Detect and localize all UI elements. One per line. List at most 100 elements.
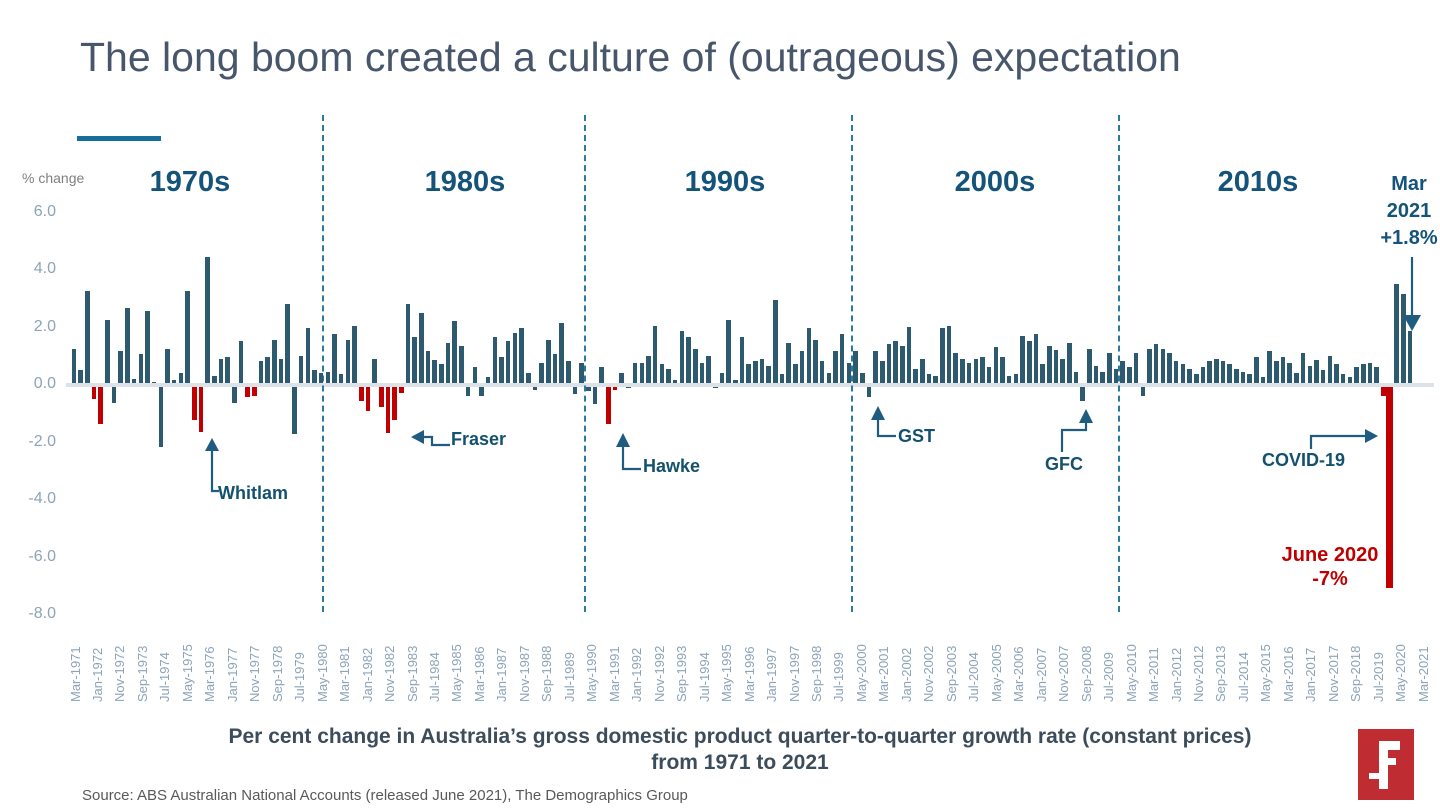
bar xyxy=(759,358,765,383)
bar xyxy=(198,387,204,432)
bar xyxy=(399,387,404,393)
x-axis-label: Sep-1978 xyxy=(269,645,285,702)
x-axis-label: Sep-2018 xyxy=(1348,645,1364,702)
annotation-hawke: Hawke xyxy=(643,456,701,476)
bar xyxy=(1280,357,1286,383)
bar xyxy=(639,362,645,383)
x-axis-label: Sep-1993 xyxy=(674,645,690,702)
bar xyxy=(1087,348,1092,383)
x-axis-label: Jan-1992 xyxy=(629,647,645,702)
bar xyxy=(445,342,451,383)
bar xyxy=(338,374,344,383)
x-axis-label: Jan-1977 xyxy=(224,647,240,702)
annotation-mar2021-month: Mar xyxy=(1391,173,1427,195)
bar xyxy=(1374,367,1379,383)
bar xyxy=(238,341,244,383)
bar xyxy=(1267,351,1272,383)
decade-separator-line xyxy=(322,115,324,612)
bar xyxy=(1213,358,1219,383)
x-axis-label: Nov-1972 xyxy=(112,645,128,702)
y-axis-tick-label: -2.0 xyxy=(28,432,56,450)
bar xyxy=(853,351,858,383)
bar xyxy=(171,380,177,383)
bar xyxy=(1013,374,1019,383)
bar xyxy=(91,387,97,399)
x-axis-label: Jul-2009 xyxy=(1101,652,1117,702)
bar xyxy=(733,380,738,383)
bar xyxy=(499,357,504,383)
bar xyxy=(652,325,658,383)
bar xyxy=(345,339,351,383)
x-axis-label: May-2010 xyxy=(1123,644,1139,702)
bar xyxy=(672,380,678,383)
bar xyxy=(125,308,130,383)
bar xyxy=(773,299,778,383)
decade-label: 2000s xyxy=(954,166,1036,198)
bar xyxy=(973,358,979,383)
bar xyxy=(1167,352,1172,383)
x-axis-label: Mar-1996 xyxy=(741,646,757,702)
bar xyxy=(452,321,458,383)
bar xyxy=(692,348,698,383)
bar xyxy=(419,312,424,383)
bar xyxy=(365,387,371,412)
bar xyxy=(265,357,270,383)
x-axis-label: Mar-1981 xyxy=(337,646,353,702)
bar xyxy=(178,372,184,383)
bar xyxy=(372,358,377,383)
bar xyxy=(1127,367,1132,383)
bar xyxy=(392,387,397,421)
bar xyxy=(1100,371,1105,383)
bar xyxy=(926,374,932,383)
bar xyxy=(1334,364,1339,383)
decade-label: 1990s xyxy=(684,166,766,198)
bar xyxy=(920,358,925,383)
bar xyxy=(1220,361,1226,383)
bar xyxy=(285,303,291,383)
bar xyxy=(753,361,758,383)
bar xyxy=(1120,361,1126,383)
bar xyxy=(739,337,745,383)
decade-label: 2010s xyxy=(1217,166,1299,198)
annotation-covid: COVID-19 xyxy=(1262,450,1346,470)
y-axis-tick-label: 4.0 xyxy=(33,260,56,277)
bar xyxy=(879,361,885,383)
x-axis-label: Mar-1971 xyxy=(67,646,83,702)
x-axis-label: Jul-2004 xyxy=(966,652,982,702)
annotation-june2020-value: -7% xyxy=(1312,568,1348,590)
bar xyxy=(1107,352,1112,383)
decade-label: 1980s xyxy=(424,166,506,198)
bar xyxy=(900,345,905,383)
bar xyxy=(71,348,77,383)
x-axis-label: May-2005 xyxy=(988,644,1004,702)
x-axis-label: Jan-1982 xyxy=(359,647,375,702)
bar xyxy=(1207,361,1212,383)
bar xyxy=(459,345,464,383)
bar xyxy=(1327,355,1333,383)
bar xyxy=(252,387,257,396)
x-axis-label: Mar-1976 xyxy=(202,646,218,702)
bar xyxy=(1294,372,1299,383)
bar xyxy=(1347,377,1353,383)
bar xyxy=(352,325,357,383)
chart-subtitle-line2: from 1971 to 2021 xyxy=(651,751,829,774)
bar xyxy=(1320,370,1326,383)
bar xyxy=(211,375,217,383)
y-axis-tick-label: -8.0 xyxy=(28,605,56,622)
bar xyxy=(1401,293,1406,383)
x-axis-label: Sep-1973 xyxy=(134,645,150,702)
bar xyxy=(1067,342,1072,383)
bar xyxy=(839,334,845,383)
bar xyxy=(412,337,417,383)
bar xyxy=(606,387,611,425)
bar xyxy=(626,387,631,389)
y-axis-tick-label: 2.0 xyxy=(33,317,56,335)
bar xyxy=(1240,371,1246,383)
bar xyxy=(1026,341,1032,383)
x-axis-label: Nov-1997 xyxy=(786,645,802,702)
bar xyxy=(405,303,411,383)
bar xyxy=(105,319,110,383)
bar xyxy=(425,351,431,383)
bar xyxy=(1153,344,1159,383)
